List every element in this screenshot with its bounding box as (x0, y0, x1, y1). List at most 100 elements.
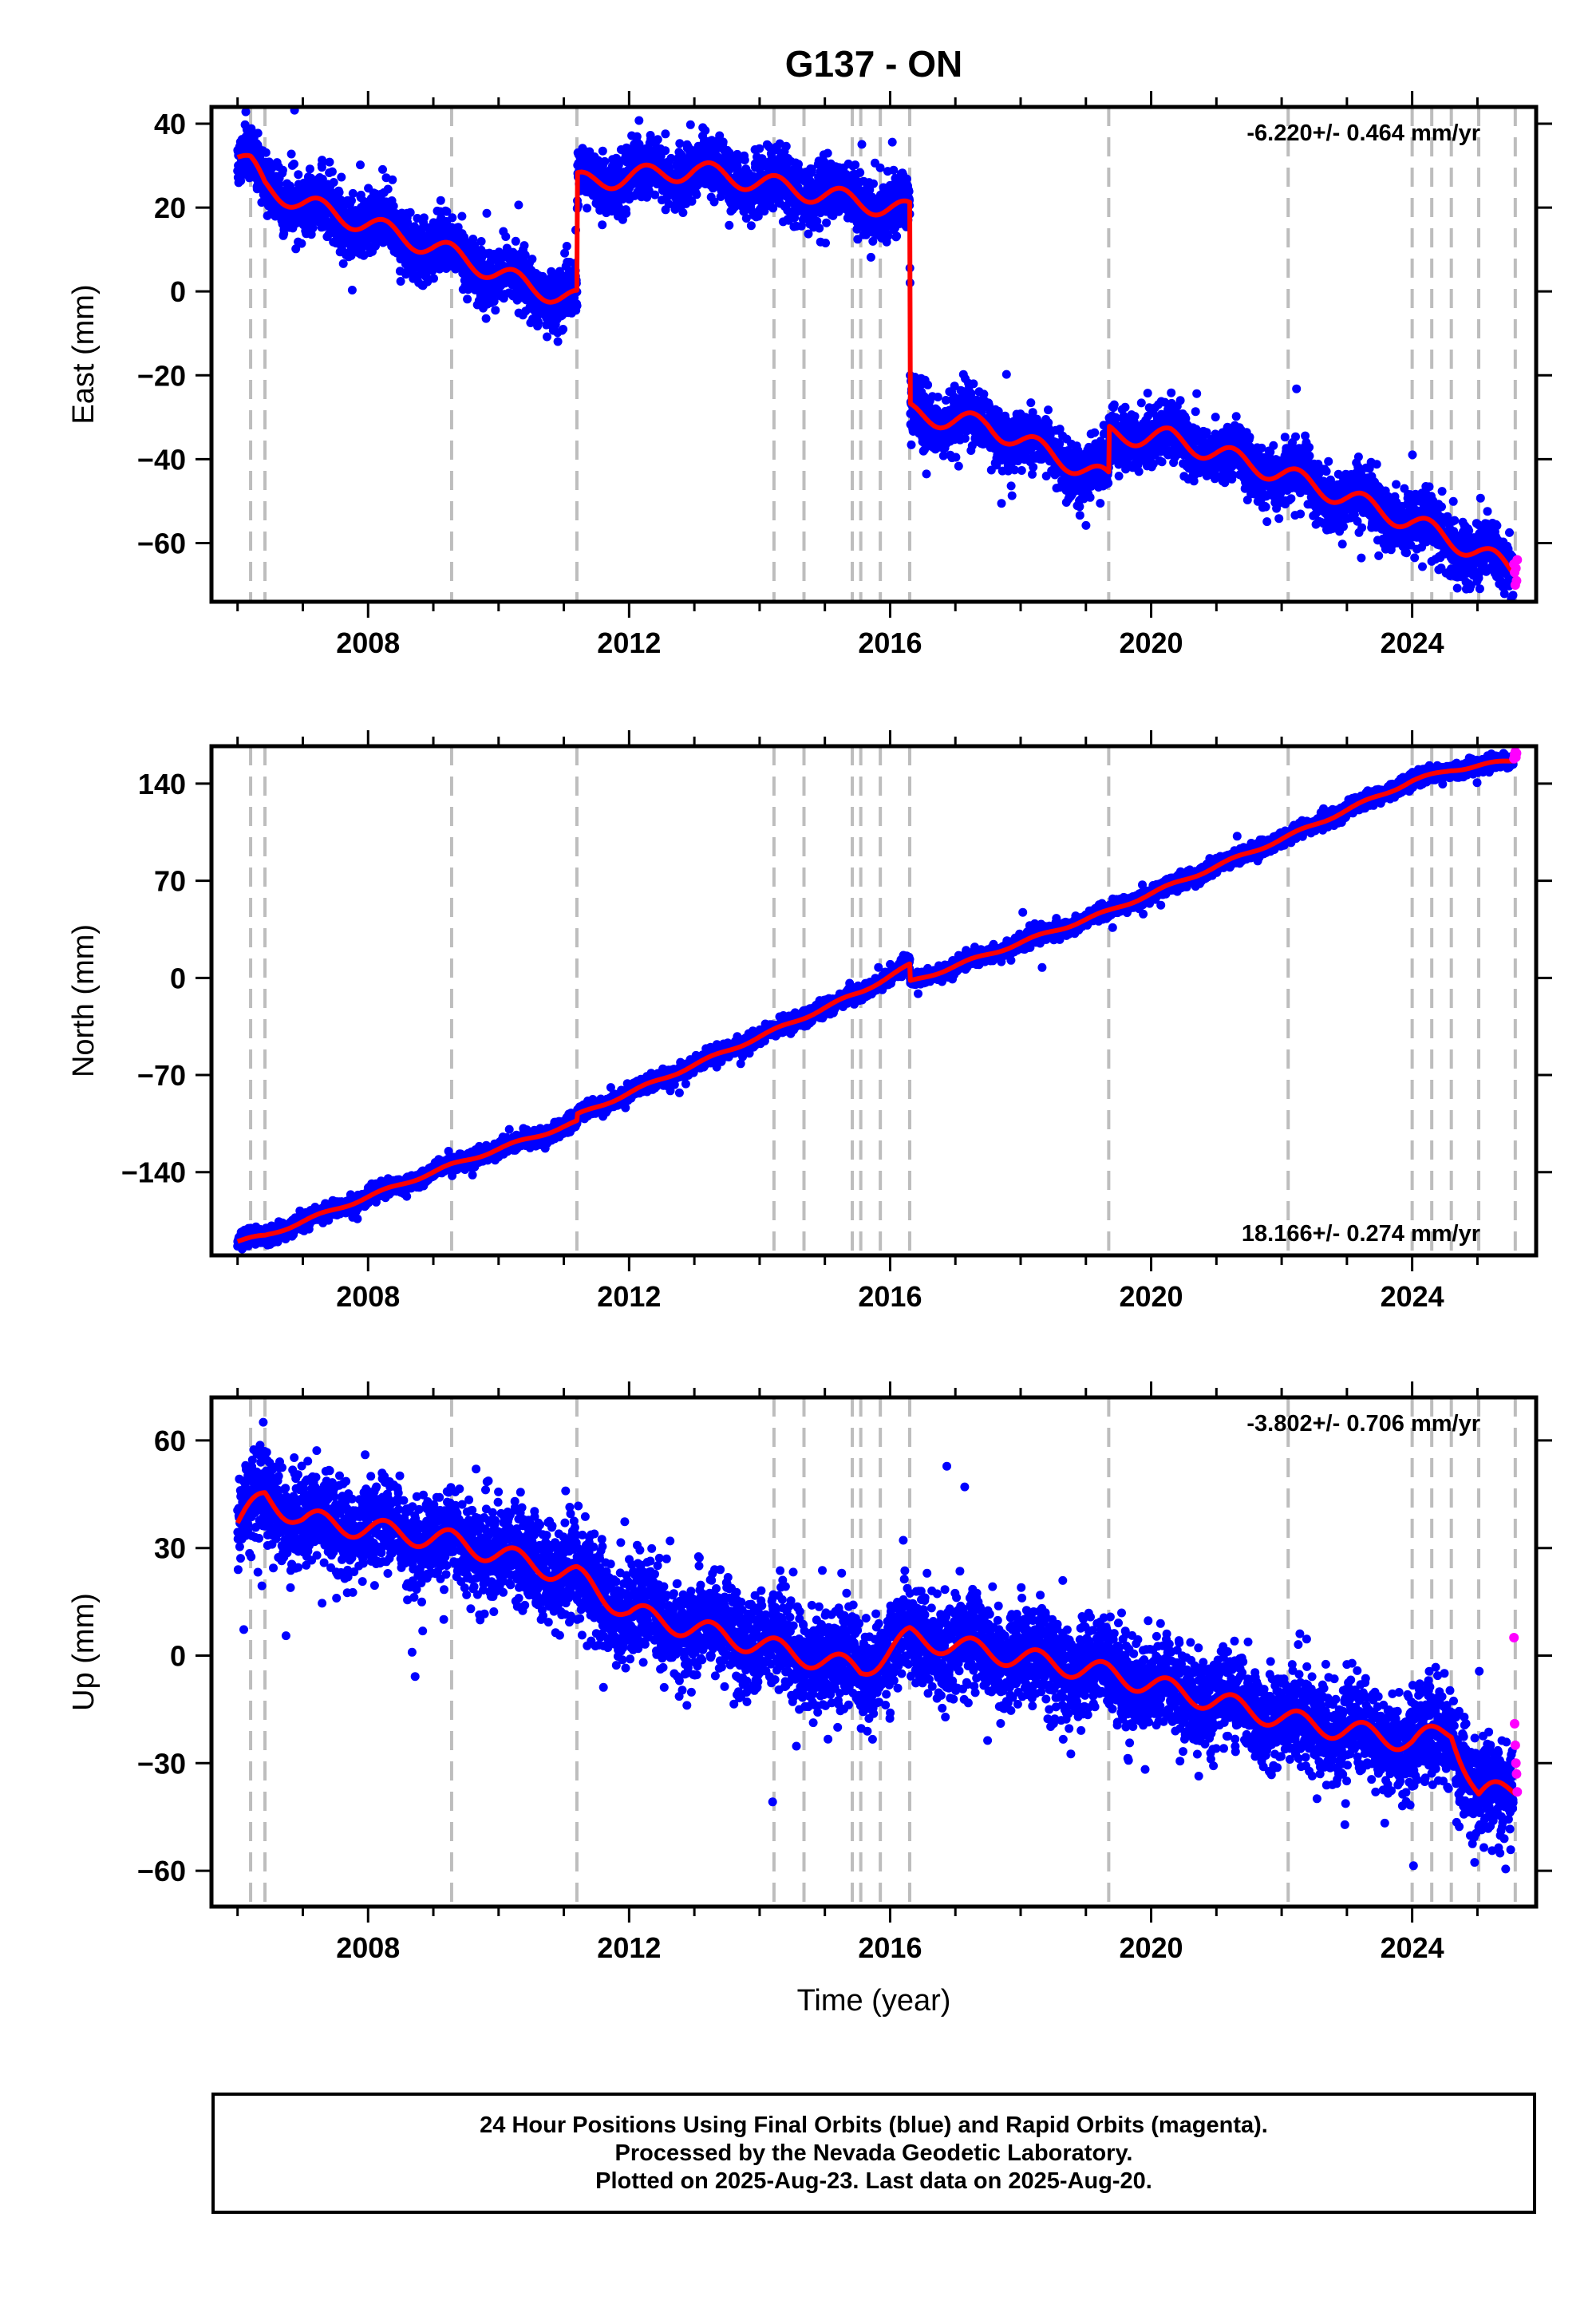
final-orbit-point (378, 164, 387, 174)
final-orbit-point (1075, 502, 1084, 512)
final-orbit-point (1007, 491, 1017, 500)
final-orbit-point (1085, 492, 1095, 502)
final-orbit-point (740, 156, 749, 164)
final-orbit-point (997, 499, 1006, 508)
final-orbit-point (746, 221, 756, 231)
final-orbit-point (334, 188, 344, 197)
final-orbit-point (692, 190, 701, 200)
final-orbit-point (1104, 478, 1113, 488)
final-orbit-point (851, 160, 860, 170)
final-orbit-point (481, 314, 491, 323)
final-orbit-point (781, 141, 791, 151)
final-orbit-point (678, 208, 688, 217)
final-orbit-point (396, 277, 405, 286)
final-orbit-point (356, 160, 365, 170)
final-orbit-point (261, 148, 271, 157)
final-orbit-point (388, 175, 397, 184)
final-orbit-point (951, 453, 961, 462)
final-orbit-point (327, 167, 337, 176)
final-orbit-point (600, 156, 610, 166)
final-orbit-point (869, 179, 878, 188)
final-orbit-point (482, 208, 492, 218)
final-orbit-point (501, 232, 511, 241)
final-orbit-point (675, 139, 685, 148)
final-orbit-point (1109, 400, 1119, 409)
final-orbit-point (889, 165, 899, 175)
final-orbit-point (448, 213, 457, 223)
final-orbit-point (922, 469, 931, 479)
final-orbit-point (419, 213, 429, 223)
final-orbit-point (622, 208, 631, 218)
final-orbit-point (1130, 412, 1140, 421)
final-orbit-point (383, 184, 393, 194)
final-orbit-point (241, 107, 251, 117)
final-orbit-point (534, 318, 543, 326)
final-orbit-point (855, 168, 865, 177)
final-orbit-point (348, 188, 358, 198)
final-orbit-point (1017, 466, 1026, 475)
final-orbit-point (356, 190, 365, 200)
final-orbit-point (562, 242, 571, 251)
final-orbit-point (286, 181, 294, 191)
final-orbit-point (476, 237, 486, 246)
final-orbit-point (650, 190, 660, 200)
final-orbit-point (1096, 499, 1105, 508)
final-orbit-point (904, 187, 914, 196)
final-orbit-point (347, 286, 357, 294)
final-orbit-point (253, 128, 263, 138)
final-orbit-point (1081, 520, 1091, 530)
final-orbit-point (543, 332, 551, 342)
final-orbit-point (305, 164, 314, 174)
final-orbit-point (572, 301, 582, 310)
final-orbit-point (553, 337, 563, 346)
final-orbit-point (325, 157, 334, 167)
final-orbit-point (389, 201, 398, 211)
final-orbit-point (875, 163, 885, 172)
final-orbit-point (436, 196, 445, 205)
final-orbit-point (794, 160, 803, 169)
final-orbit-point (294, 170, 303, 180)
final-orbit-point (1001, 370, 1011, 379)
final-orbit-point (822, 218, 832, 227)
final-orbit-points (233, 105, 1518, 603)
final-orbit-point (933, 393, 942, 401)
final-orbit-point (1075, 511, 1084, 520)
final-orbit-point (598, 146, 607, 156)
final-orbit-point (685, 120, 695, 129)
final-orbit-point (1134, 467, 1144, 476)
final-orbit-point (701, 126, 710, 135)
final-orbit-point (1029, 462, 1038, 472)
final-orbit-point (1044, 405, 1053, 415)
final-orbit-point (457, 211, 467, 221)
final-orbit-point (1143, 389, 1152, 398)
final-orbit-point (1136, 398, 1146, 408)
final-orbit-point (347, 196, 356, 205)
final-orbit-point (338, 259, 348, 268)
final-orbit-point (634, 116, 644, 125)
final-orbit-point (463, 294, 472, 304)
final-orbit-point (866, 252, 875, 262)
final-orbit-point (718, 137, 728, 147)
final-orbit-point (755, 144, 764, 153)
final-orbit-point (308, 223, 318, 233)
final-orbit-point (491, 306, 500, 315)
final-orbit-point (857, 140, 867, 149)
final-orbit-point (405, 207, 415, 217)
final-orbit-point (892, 231, 902, 241)
final-orbit-point (661, 129, 670, 139)
final-orbit-point (960, 433, 970, 443)
final-orbit-point (1114, 472, 1124, 480)
final-orbit-point (653, 135, 662, 144)
final-orbit-point (632, 132, 642, 141)
final-orbit-point (1120, 402, 1130, 412)
final-orbit-point (923, 380, 933, 389)
figure-title: G137 - ON (785, 43, 962, 85)
final-orbit-point (511, 236, 520, 246)
final-orbit-point (1157, 457, 1167, 467)
final-orbit-point (815, 223, 824, 233)
final-orbit-point (1026, 398, 1036, 408)
final-orbit-point (290, 160, 298, 168)
final-orbit-point (519, 241, 529, 251)
final-orbit-point (429, 274, 438, 283)
